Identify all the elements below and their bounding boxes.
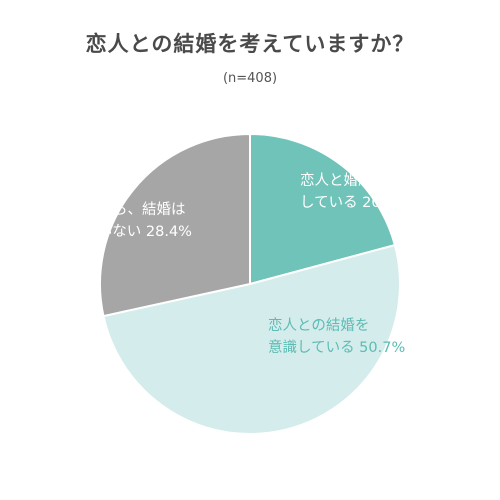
slice-label-not-considering-line2: 考えていない 28.4% — [55, 224, 192, 240]
slice-label-engaged-line2: している 20.8% — [300, 195, 409, 211]
slice-label-not-considering-line1: 今のところ、結婚は — [55, 202, 186, 218]
slice-label-engaged-line1: 恋人と婚約 — [300, 173, 373, 189]
pie-slice-engaged — [249, 132, 397, 286]
pie-slice-not-considering — [99, 132, 251, 318]
slice-label-considering-line1: 恋人との結婚を — [268, 318, 370, 334]
slice-label-engaged: 恋人と婚約 している 20.8% — [300, 170, 408, 214]
slice-label-considering: 恋人との結婚を 意識している 50.7% — [268, 315, 405, 359]
chart-subtitle: (n=408) — [222, 71, 278, 86]
pie-slice-considering — [102, 243, 401, 436]
slice-label-not-considering: 今のところ、結婚は 考えていない 28.4% — [55, 199, 192, 243]
slice-label-considering-line2: 意識している 50.7% — [268, 340, 406, 356]
chart-title: 恋人との結婚を考えていますか？ — [85, 32, 415, 56]
